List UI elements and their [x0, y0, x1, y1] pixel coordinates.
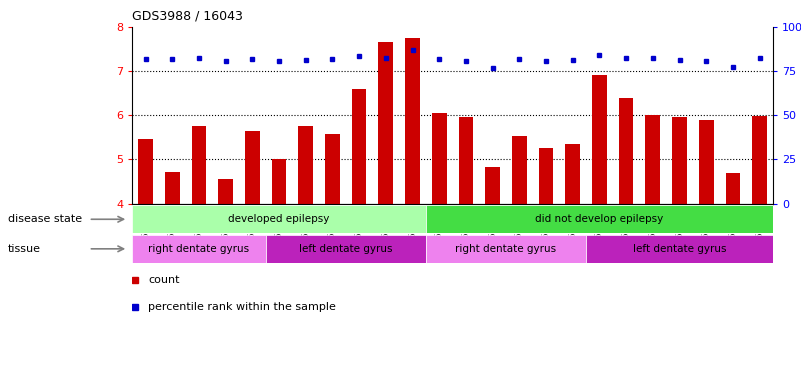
Text: left dentate gyrus: left dentate gyrus	[633, 244, 727, 254]
Text: right dentate gyrus: right dentate gyrus	[148, 244, 249, 254]
Bar	[646, 115, 660, 204]
Bar	[272, 159, 287, 204]
Bar	[426, 235, 586, 263]
Bar	[586, 235, 773, 263]
Bar	[619, 98, 634, 204]
Bar	[592, 74, 607, 204]
Text: percentile rank within the sample: percentile rank within the sample	[148, 302, 336, 312]
Bar	[165, 172, 179, 204]
Bar	[132, 205, 426, 233]
Text: left dentate gyrus: left dentate gyrus	[299, 244, 392, 254]
Bar	[426, 205, 773, 233]
Text: right dentate gyrus: right dentate gyrus	[456, 244, 557, 254]
Bar	[132, 235, 266, 263]
Bar	[538, 148, 553, 204]
Bar	[672, 118, 687, 204]
Bar	[266, 235, 426, 263]
Text: count: count	[148, 275, 179, 285]
Text: tissue: tissue	[8, 244, 41, 254]
Bar	[698, 121, 714, 204]
Bar	[752, 116, 767, 204]
Bar	[432, 113, 447, 204]
Bar	[352, 89, 367, 204]
Text: did not develop epilepsy: did not develop epilepsy	[535, 214, 663, 224]
Bar	[458, 118, 473, 204]
Text: disease state: disease state	[8, 214, 83, 224]
Bar	[298, 126, 313, 204]
Bar	[512, 136, 527, 204]
Bar	[191, 126, 207, 204]
Bar	[138, 139, 153, 204]
Bar	[218, 179, 233, 204]
Bar	[726, 174, 740, 204]
Text: developed epilepsy: developed epilepsy	[228, 214, 330, 224]
Bar	[405, 38, 420, 204]
Text: GDS3988 / 16043: GDS3988 / 16043	[132, 10, 243, 23]
Bar	[378, 42, 393, 204]
Bar	[485, 167, 500, 204]
Bar	[566, 144, 580, 204]
Bar	[325, 134, 340, 204]
Bar	[245, 131, 260, 204]
